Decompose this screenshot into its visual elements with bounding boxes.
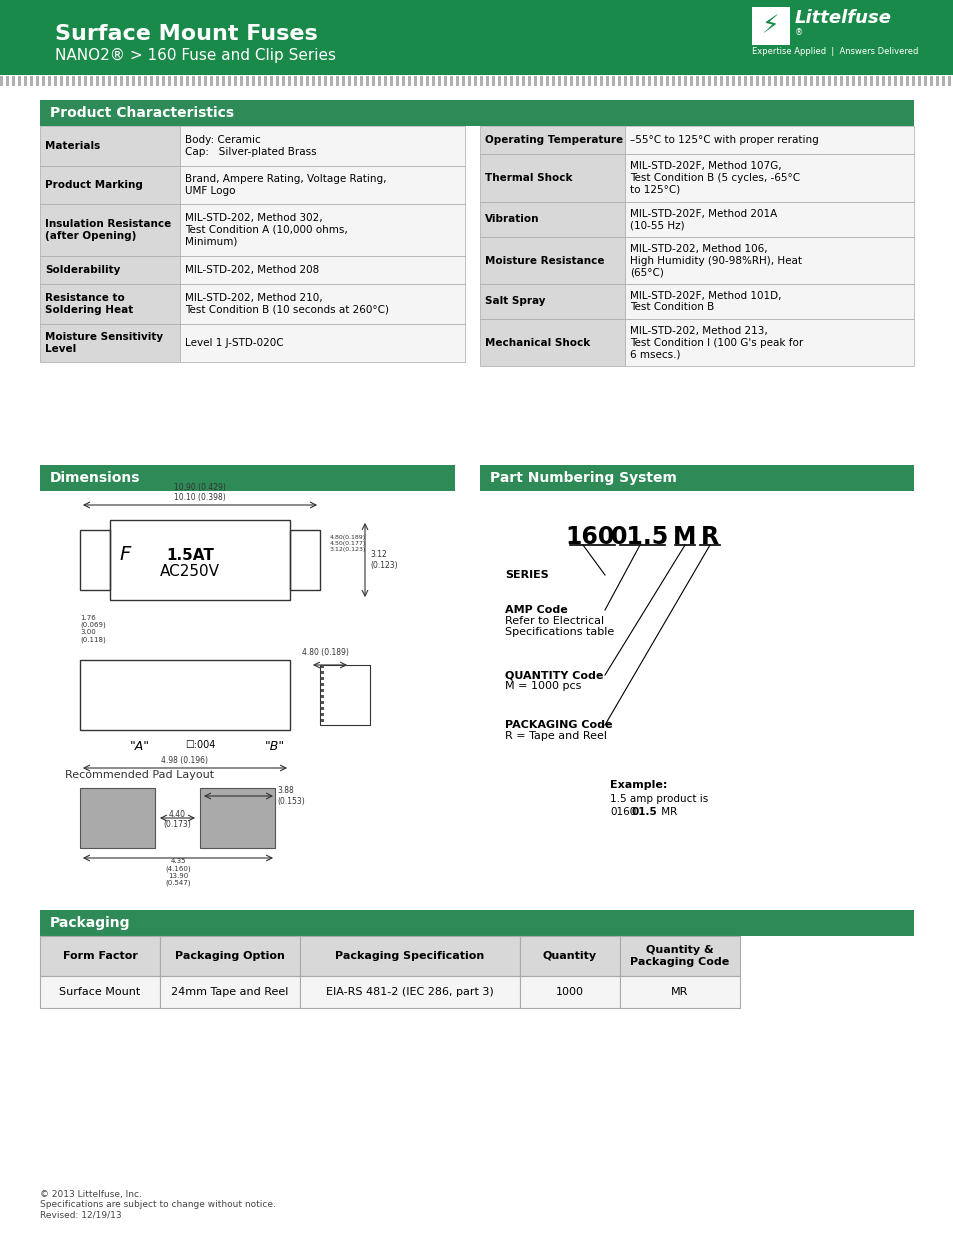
Bar xyxy=(359,77,363,86)
Text: Form Factor: Form Factor xyxy=(63,951,137,961)
Bar xyxy=(755,77,759,86)
Bar xyxy=(228,77,231,86)
Bar xyxy=(917,77,920,86)
Bar xyxy=(40,324,180,362)
Bar xyxy=(875,77,878,86)
Text: Quantity &
Packaging Code: Quantity & Packaging Code xyxy=(630,945,729,967)
Bar xyxy=(479,77,482,86)
Bar xyxy=(54,77,57,86)
Text: "B": "B" xyxy=(265,740,285,753)
Bar xyxy=(372,77,375,86)
Text: AMP Code: AMP Code xyxy=(504,605,567,615)
Bar xyxy=(173,77,177,86)
Bar xyxy=(320,671,324,674)
Bar xyxy=(180,77,183,86)
Bar xyxy=(320,706,324,710)
Bar xyxy=(761,77,764,86)
Bar xyxy=(707,77,710,86)
Bar xyxy=(80,788,154,848)
Bar xyxy=(479,319,624,366)
Bar xyxy=(42,77,45,86)
Text: 1.76
(0.069)
3.00
(0.118): 1.76 (0.069) 3.00 (0.118) xyxy=(80,615,106,643)
Text: Thermal Shock: Thermal Shock xyxy=(484,173,572,183)
Text: 10.90 (0.429)
10.10 (0.398): 10.90 (0.429) 10.10 (0.398) xyxy=(173,483,226,501)
Bar xyxy=(521,77,524,86)
Text: Operating Temperature: Operating Temperature xyxy=(484,135,622,144)
Text: Insulation Resistance
(after Opening): Insulation Resistance (after Opening) xyxy=(45,219,172,241)
Bar xyxy=(150,77,152,86)
Bar xyxy=(90,77,92,86)
Bar xyxy=(78,77,81,86)
Bar xyxy=(246,77,249,86)
Text: NANO2® > 160 Fuse and Clip Series: NANO2® > 160 Fuse and Clip Series xyxy=(55,48,335,63)
Bar xyxy=(6,77,9,86)
Bar xyxy=(312,77,314,86)
Bar xyxy=(40,910,913,936)
Bar xyxy=(539,77,542,86)
Text: MIL-STD-202F, Method 107G,
Test Condition B (5 cycles, -65°C
to 125°C): MIL-STD-202F, Method 107G, Test Conditio… xyxy=(629,162,800,195)
Bar xyxy=(12,77,15,86)
Bar xyxy=(443,77,447,86)
Bar xyxy=(785,77,788,86)
Bar xyxy=(519,976,619,1008)
Bar xyxy=(619,976,740,1008)
Bar xyxy=(432,77,435,86)
Bar xyxy=(200,788,274,848)
Text: Brand, Ampere Rating, Voltage Rating,
UMF Logo: Brand, Ampere Rating, Voltage Rating, UM… xyxy=(185,174,386,196)
Bar xyxy=(299,976,519,1008)
Text: Expertise Applied  |  Answers Delivered: Expertise Applied | Answers Delivered xyxy=(751,47,918,57)
Text: Specifications table: Specifications table xyxy=(504,627,614,637)
Bar xyxy=(294,77,296,86)
Text: 1000: 1000 xyxy=(556,987,583,997)
Text: MIL-STD-202F, Method 101D,
Test Condition B: MIL-STD-202F, Method 101D, Test Conditio… xyxy=(629,290,781,312)
Text: 1.5AT: 1.5AT xyxy=(166,547,213,562)
Text: MIL-STD-202, Method 213,
Test Condition I (100 G's peak for
6 msecs.): MIL-STD-202, Method 213, Test Condition … xyxy=(629,326,802,359)
Text: Vibration: Vibration xyxy=(484,215,539,225)
Text: Dimensions: Dimensions xyxy=(50,471,140,485)
Text: 4.80 (0.189): 4.80 (0.189) xyxy=(301,648,348,657)
Bar xyxy=(426,77,429,86)
Bar xyxy=(809,77,812,86)
Bar xyxy=(720,77,722,86)
Bar xyxy=(624,154,913,203)
Text: Packaging Option: Packaging Option xyxy=(175,951,285,961)
Text: MIL-STD-202F, Method 201A
(10-55 Hz): MIL-STD-202F, Method 201A (10-55 Hz) xyxy=(629,209,777,230)
Bar xyxy=(144,77,147,86)
Text: Resistance to
Soldering Heat: Resistance to Soldering Heat xyxy=(45,293,133,315)
Bar xyxy=(240,77,243,86)
Bar xyxy=(665,77,668,86)
Bar xyxy=(581,77,584,86)
Bar xyxy=(40,284,180,324)
Bar xyxy=(636,77,639,86)
Bar xyxy=(204,77,207,86)
Text: 1.5 amp product is: 1.5 amp product is xyxy=(609,794,707,804)
Text: MR: MR xyxy=(658,806,677,818)
Bar xyxy=(126,77,129,86)
Bar xyxy=(619,936,740,976)
Bar xyxy=(497,77,500,86)
Text: Mechanical Shock: Mechanical Shock xyxy=(484,337,590,347)
Bar xyxy=(48,77,51,86)
Bar xyxy=(751,7,789,44)
Bar xyxy=(882,77,884,86)
Bar xyxy=(683,77,686,86)
Bar xyxy=(102,77,105,86)
Bar xyxy=(701,77,704,86)
Bar xyxy=(929,77,932,86)
Bar xyxy=(108,77,111,86)
Bar xyxy=(815,77,818,86)
Text: 4.35
(4.160)
13.90
(0.547): 4.35 (4.160) 13.90 (0.547) xyxy=(165,858,191,885)
Text: Recommended Pad Layout: Recommended Pad Layout xyxy=(66,769,214,781)
Bar xyxy=(887,77,890,86)
Bar xyxy=(731,77,734,86)
Text: 01.5: 01.5 xyxy=(631,806,657,818)
Text: 01.5: 01.5 xyxy=(610,525,668,550)
Text: M: M xyxy=(673,525,696,550)
Bar xyxy=(773,77,776,86)
Text: Moisture Sensitivity
Level: Moisture Sensitivity Level xyxy=(45,332,163,353)
Bar xyxy=(623,77,626,86)
Bar xyxy=(160,976,299,1008)
Bar xyxy=(911,77,914,86)
Bar xyxy=(629,77,633,86)
Bar xyxy=(40,165,180,204)
